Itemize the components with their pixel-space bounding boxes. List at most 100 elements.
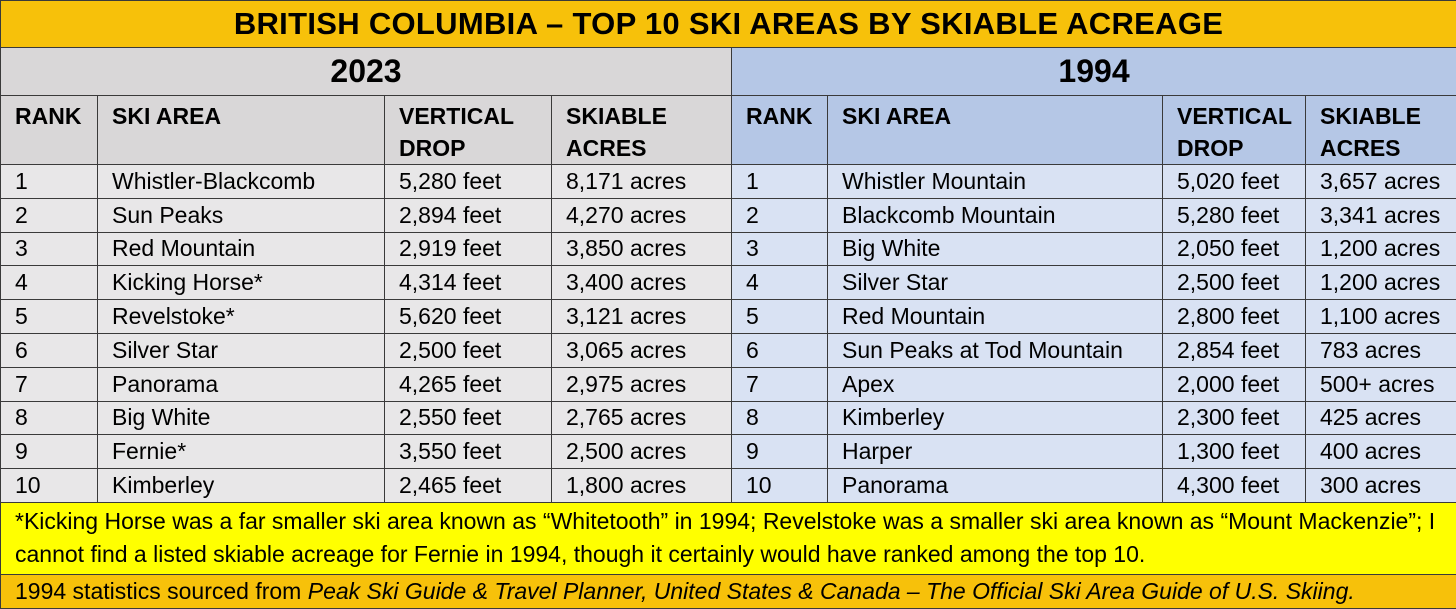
right-skiable-acres-cell: 1,200 acres [1306,266,1456,300]
left-vertical-drop-cell: 5,280 feet [385,165,552,199]
left-ski-area-cell: Panorama [98,367,385,401]
right-rank-cell: 5 [732,300,828,334]
left-ski-area-cell: Big White [98,401,385,435]
left-skiable-acres-cell: 4,270 acres [552,198,732,232]
left-rank-cell: 10 [1,469,98,503]
left-rank-cell: 8 [1,401,98,435]
left-vertical-drop-cell: 2,919 feet [385,232,552,266]
left-vertical-drop-cell: 4,314 feet [385,266,552,300]
right-vertical-drop-cell: 2,800 feet [1163,300,1306,334]
left-ski-area-cell: Silver Star [98,333,385,367]
right-rank-header: RANK [732,96,828,165]
left-rank-header: RANK [1,96,98,165]
footnote-text: *Kicking Horse was a far smaller ski are… [1,502,1456,574]
year-1994-header: 1994 [732,48,1456,96]
year-2023-header: 2023 [1,48,732,96]
right-ski-area-cell: Panorama [828,469,1163,503]
right-ski-area-cell: Blackcomb Mountain [828,198,1163,232]
right-rank-cell: 8 [732,401,828,435]
left-ski-area-cell: Whistler-Blackcomb [98,165,385,199]
left-vertical-drop-cell: 2,550 feet [385,401,552,435]
source-row: 1994 statistics sourced from Peak Ski Gu… [1,574,1456,608]
left-rank-cell: 9 [1,435,98,469]
left-vertical-drop-cell: 2,465 feet [385,469,552,503]
right-skiable-acres-cell: 1,100 acres [1306,300,1456,334]
right-skiable-acres-header: SKIABLE ACRES [1306,96,1456,165]
source-prefix: 1994 statistics sourced from [15,578,308,604]
right-vertical-drop-cell: 2,000 feet [1163,367,1306,401]
left-skiable-acres-cell: 3,065 acres [552,333,732,367]
title-row: BRITISH COLUMBIA – TOP 10 SKI AREAS BY S… [1,1,1456,48]
left-rank-cell: 4 [1,266,98,300]
footnote-row: *Kicking Horse was a far smaller ski are… [1,502,1456,574]
right-vertical-drop-cell: 2,854 feet [1163,333,1306,367]
left-vertical-drop-cell: 3,550 feet [385,435,552,469]
right-skiable-acres-cell: 783 acres [1306,333,1456,367]
left-rank-cell: 2 [1,198,98,232]
left-vertical-drop-cell: 2,500 feet [385,333,552,367]
right-ski-area-cell: Kimberley [828,401,1163,435]
left-skiable-acres-cell: 3,400 acres [552,266,732,300]
right-vertical-drop-cell: 2,300 feet [1163,401,1306,435]
source-citation: 1994 statistics sourced from Peak Ski Gu… [1,574,1456,608]
right-ski-area-cell: Sun Peaks at Tod Mountain [828,333,1163,367]
right-vertical-drop-cell: 1,300 feet [1163,435,1306,469]
left-skiable-acres-cell: 3,121 acres [552,300,732,334]
right-ski-area-cell: Silver Star [828,266,1163,300]
right-rank-cell: 7 [732,367,828,401]
year-row: 2023 1994 [1,48,1456,96]
left-rank-cell: 3 [1,232,98,266]
left-skiable-acres-cell: 8,171 acres [552,165,732,199]
right-rank-cell: 2 [732,198,828,232]
right-skiable-acres-cell: 3,657 acres [1306,165,1456,199]
table-title: BRITISH COLUMBIA – TOP 10 SKI AREAS BY S… [1,1,1456,48]
right-rank-cell: 9 [732,435,828,469]
left-vertical-drop-cell: 4,265 feet [385,367,552,401]
right-vertical-drop-cell: 5,020 feet [1163,165,1306,199]
left-rank-cell: 7 [1,367,98,401]
left-skiable-acres-header: SKIABLE ACRES [552,96,732,165]
right-rank-cell: 1 [732,165,828,199]
right-skiable-acres-cell: 300 acres [1306,469,1456,503]
left-rank-cell: 6 [1,333,98,367]
left-skiable-acres-cell: 1,800 acres [552,469,732,503]
right-vertical-drop-cell: 2,500 feet [1163,266,1306,300]
left-vertical-drop-cell: 2,894 feet [385,198,552,232]
left-ski-area-cell: Sun Peaks [98,198,385,232]
left-skiable-acres-cell: 2,975 acres [552,367,732,401]
right-vertical-drop-cell: 2,050 feet [1163,232,1306,266]
right-rank-cell: 10 [732,469,828,503]
column-header-row: RANK SKI AREA VERTICAL DROP SKIABLE ACRE… [1,96,1456,165]
source-book-title: Peak Ski Guide & Travel Planner, United … [308,578,1355,604]
left-skiable-acres-cell: 2,765 acres [552,401,732,435]
right-skiable-acres-cell: 425 acres [1306,401,1456,435]
left-ski-area-cell: Kicking Horse* [98,266,385,300]
left-rank-cell: 1 [1,165,98,199]
left-ski-area-header: SKI AREA [98,96,385,165]
right-skiable-acres-cell: 500+ acres [1306,367,1456,401]
left-rank-cell: 5 [1,300,98,334]
right-ski-area-cell: Apex [828,367,1163,401]
left-vertical-drop-header: VERTICAL DROP [385,96,552,165]
right-skiable-acres-cell: 3,341 acres [1306,198,1456,232]
right-vertical-drop-cell: 5,280 feet [1163,198,1306,232]
left-ski-area-cell: Red Mountain [98,232,385,266]
right-rank-cell: 3 [732,232,828,266]
left-skiable-acres-cell: 2,500 acres [552,435,732,469]
right-ski-area-cell: Red Mountain [828,300,1163,334]
right-ski-area-header: SKI AREA [828,96,1163,165]
right-skiable-acres-cell: 400 acres [1306,435,1456,469]
right-rank-cell: 6 [732,333,828,367]
right-rank-cell: 4 [732,266,828,300]
